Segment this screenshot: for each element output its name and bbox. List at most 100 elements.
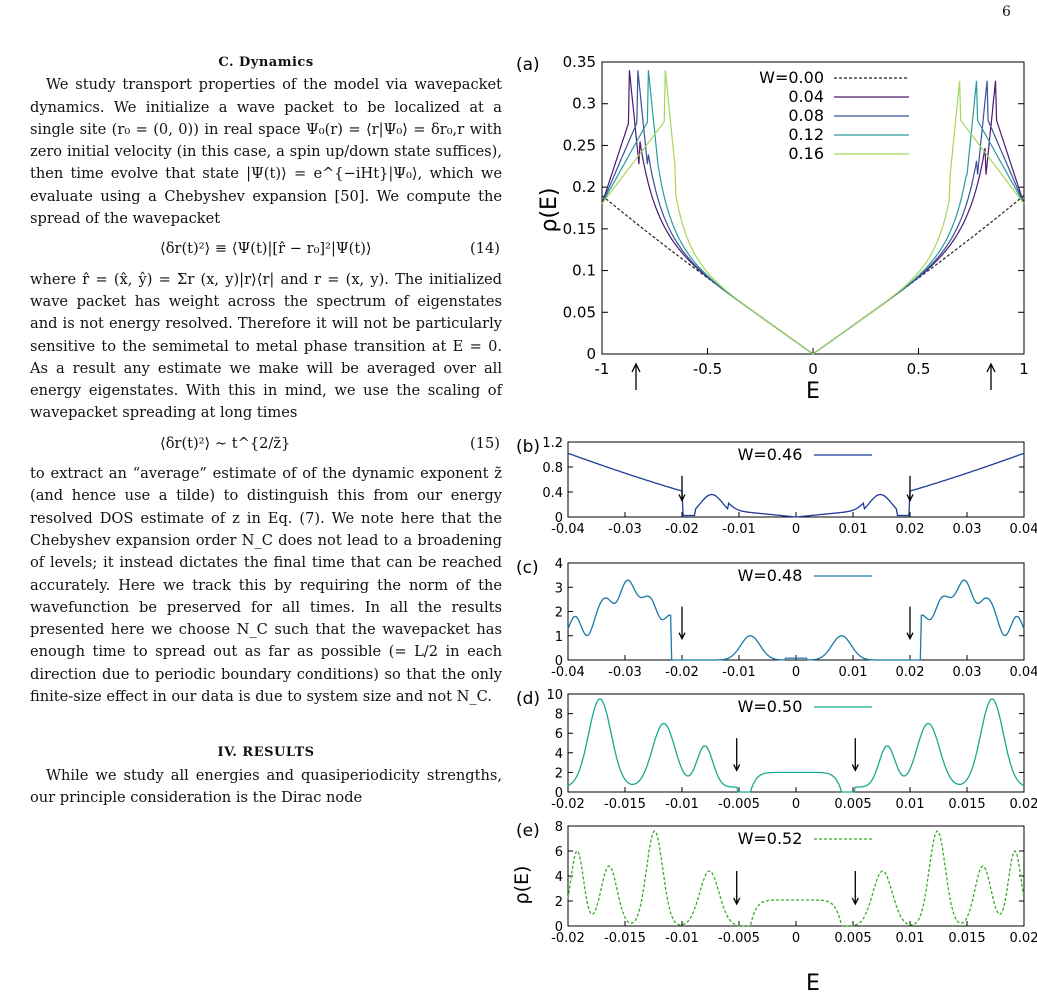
panel-e-ylabel: ρ(E) <box>512 866 533 905</box>
panel-c-ytick-label: 0 <box>555 654 563 669</box>
panel-e-ytick-label: 4 <box>555 870 563 885</box>
panel-a-label: (a) <box>516 55 540 75</box>
panel-a-legend-label: 0.12 <box>788 125 824 144</box>
equation-15: ⟨δr(t)²⟩ ∼ t^{2/z̃} (15) <box>30 425 502 463</box>
panel-e-xtick-label: 0.015 <box>948 931 985 946</box>
panel-c-xtick-label: -0.03 <box>608 665 642 680</box>
panel-a-legend-label: 0.08 <box>788 106 824 125</box>
panel-e-xtick-label: -0.005 <box>718 931 760 946</box>
panel-c-xtick-label: -0.01 <box>722 665 756 680</box>
figure: (a) ρ(E) E 0 0.05 0.1 0.15 0.2 0.25 0.3 0.35 -1… <box>511 0 1037 1002</box>
equation-14: ⟨δr(t)²⟩ ≡ ⟨Ψ(t)|[r̂ − r₀]²|Ψ(t)⟩ (14) <box>30 230 502 268</box>
panel-d: (d) 0 2 4 6 8 10 -0.02 -0.015 -0.01 -0.005 0 0.005 0.… <box>516 688 1037 812</box>
panel-b-xtick-label: -0.02 <box>665 522 699 537</box>
panel-c-ytick-label: 3 <box>555 581 563 596</box>
panel-b-ytick-label: 0.4 <box>542 486 563 501</box>
panel-d-ytick-label: 4 <box>555 747 563 762</box>
panel-d-xtick-label: 0.015 <box>948 797 985 812</box>
panel-e-xtick-label: -0.01 <box>665 931 699 946</box>
panel-e-xtick-label: -0.02 <box>551 931 585 946</box>
panel-e-legend-label: W=0.52 <box>738 829 803 848</box>
panel-c-arrow <box>906 606 914 641</box>
panel-e-xtick-label: 0.02 <box>1010 931 1037 946</box>
panel-b-xtick-label: -0.04 <box>551 522 585 537</box>
panel-c-arrow <box>678 606 686 641</box>
panel-d-ytick-label: 10 <box>546 688 563 703</box>
panel-a-arrow-left <box>631 362 641 390</box>
panel-d-xtick-label: -0.005 <box>718 797 760 812</box>
panel-e-xtick-label: -0.015 <box>604 931 646 946</box>
panel-c-series-line <box>567 579 1025 661</box>
panel-e-xtick-label: 0.01 <box>896 931 925 946</box>
panel-a-ylabel: ρ(E) <box>537 187 562 232</box>
panel-a-xtick-label: 1 <box>1019 360 1029 378</box>
panel-c-xtick-label: -0.02 <box>665 665 699 680</box>
panel-e-xtick-label: 0 <box>792 931 800 946</box>
page-number: 6 <box>1002 4 1011 20</box>
panel-d-ytick-label: 0 <box>555 786 563 801</box>
panel-c-ytick-label: 1 <box>555 630 563 645</box>
panel-e-ytick-label: 2 <box>555 895 563 910</box>
panel-e-ytick-label: 0 <box>555 920 563 935</box>
panel-a-xtick-label: 0.5 <box>907 360 931 378</box>
panel-a-xticks: -1 -0.5 0 0.5 1 <box>595 348 1029 378</box>
panel-b-legend-label: W=0.46 <box>738 445 803 464</box>
panel-c-ytick-label: 4 <box>555 557 563 572</box>
panel-c-xtick-label: 0.01 <box>839 665 868 680</box>
equation-14-number: (14) <box>470 240 500 258</box>
panel-c-label: (c) <box>516 558 539 578</box>
panel-e-series-line <box>567 830 1025 927</box>
panel-d-series-line <box>567 698 1025 793</box>
panel-d-xtick-label: -0.02 <box>551 797 585 812</box>
panel-e-arrow <box>851 871 859 906</box>
panel-e: (e) 0 2 4 6 8 -0.02 -0.015 -0.01 -0.005 0 0.005 0.01… <box>516 820 1037 946</box>
section-iv-paragraph-1: While we study all energies and quasiper… <box>30 766 502 806</box>
text-column: C. Dynamics We study transport propertie… <box>30 52 502 809</box>
panel-b-arrow <box>906 475 914 502</box>
panel-c-xtick-label: 0 <box>792 665 800 680</box>
panel-c-xtick-label: 0.03 <box>953 665 982 680</box>
equation-15-number: (15) <box>470 434 500 452</box>
section-c-title: C. Dynamics <box>218 55 314 70</box>
panel-c-xtick-label: 0.02 <box>896 665 925 680</box>
panel-a-arrow-right <box>986 362 996 390</box>
section-iv-title: IV. RESULTS <box>217 745 315 761</box>
panel-a-xtick-label: -0.5 <box>693 360 722 378</box>
panel-d-label: (d) <box>516 689 540 709</box>
panel-e-ytick-label: 6 <box>555 845 563 860</box>
section-c-paragraph-2: where r̂ = (x̂, ŷ) = Σr (x, y)|r⟩⟨r| and… <box>30 270 502 422</box>
figure-svg: (a) ρ(E) E 0 0.05 0.1 0.15 0.2 0.25 0.3 0.35 -1… <box>511 53 1037 996</box>
panel-e-xtick-label: 0.005 <box>834 931 871 946</box>
panel-d-ytick-label: 8 <box>555 708 563 723</box>
panel-b-label: (b) <box>516 437 540 457</box>
panel-d-legend-label: W=0.50 <box>738 697 803 716</box>
panel-b-series-line <box>567 452 1025 518</box>
panel-b: (b) 0 0.4 0.8 1.2 -0.04 -0.03 -0.02 -0.01 0 0.01 0.… <box>516 436 1037 537</box>
panel-a-legend-label: 0.16 <box>788 144 824 163</box>
panel-b-xtick-label: 0.01 <box>839 522 868 537</box>
panel-c-ytick-label: 2 <box>555 606 563 621</box>
panel-e-xlabel: E <box>806 971 820 996</box>
panel-b-xtick-label: -0.01 <box>722 522 756 537</box>
panel-d-xtick-label: 0.01 <box>896 797 925 812</box>
panel-b-xtick-label: 0.04 <box>1010 522 1037 537</box>
panel-e-label: (e) <box>516 821 540 841</box>
panel-b-xtick-label: 0 <box>792 522 800 537</box>
panel-d-ytick-label: 2 <box>555 766 563 781</box>
panel-a: (a) ρ(E) E 0 0.05 0.1 0.15 0.2 0.25 0.3 0.35 -1… <box>516 53 1029 404</box>
panel-a-ytick-label: 0.35 <box>563 53 596 71</box>
panel-a-ytick-label: 0.15 <box>563 220 596 238</box>
panel-e-ytick-label: 8 <box>555 820 563 835</box>
panel-a-xtick-label: -1 <box>595 360 610 378</box>
panel-a-arrows <box>631 362 996 390</box>
section-c-paragraph-3: to extract an “average” estimate of of t… <box>30 465 502 706</box>
panel-a-legend-label: W=0.00 <box>759 68 824 87</box>
panel-c-xtick-label: -0.04 <box>551 665 585 680</box>
panel-d-xtick-label: 0 <box>792 797 800 812</box>
panel-a-ytick-label: 0 <box>586 345 596 363</box>
panel-a-legend-label: 0.04 <box>788 87 824 106</box>
panel-a-legend: W=0.000.040.080.120.16 <box>759 68 909 163</box>
panel-a-ytick-label: 0.1 <box>572 262 596 280</box>
panel-a-ytick-label: 0.05 <box>563 303 596 321</box>
panel-b-arrow <box>678 475 686 502</box>
